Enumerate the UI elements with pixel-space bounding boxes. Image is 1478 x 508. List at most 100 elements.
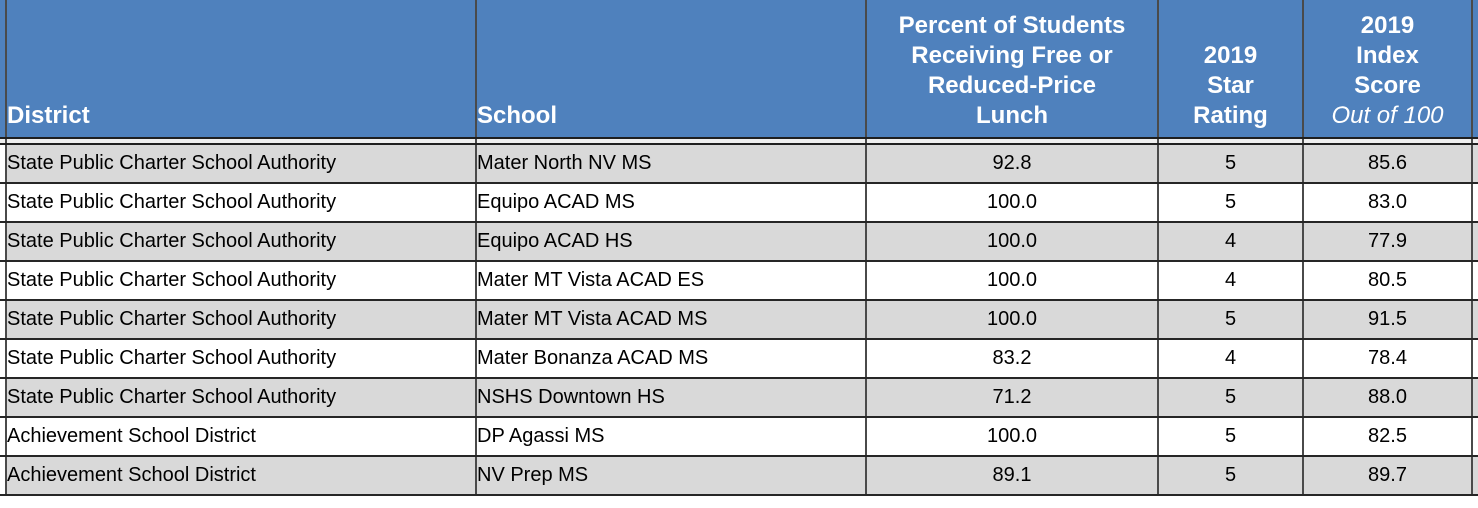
cell-percent-frl: 71.2 [865,378,1158,418]
cell-school: Mater MT Vista ACAD MS [475,300,866,340]
cropped-edge-right [1471,417,1478,457]
cropped-edge-right [1471,144,1478,184]
cell-school: Equipo ACAD MS [475,183,866,223]
table-row: State Public Charter School Authority Eq… [0,222,1478,262]
table-header-row: District School Percent of Students Rece… [0,0,1478,139]
cell-school: Mater North NV MS [475,144,866,184]
cropped-edge-left [0,144,6,184]
cell-district: Achievement School District [5,417,476,457]
cell-star-rating: 5 [1157,183,1303,223]
header-index-line2: Index [1356,42,1419,69]
cropped-edge-right [1471,456,1478,496]
table-row: State Public Charter School Authority Ma… [0,339,1478,379]
cropped-edge-right [1471,378,1478,418]
header-percent-line1: Percent of Students [898,12,1126,39]
cell-index-score: 82.5 [1302,417,1472,457]
cell-index-score: 83.0 [1302,183,1472,223]
separator-cell [475,138,866,145]
cropped-edge-left [0,378,6,418]
cropped-edge-left [0,183,6,223]
separator-cell [5,138,476,145]
cell-index-score: 80.5 [1302,261,1472,301]
cell-school: NSHS Downtown HS [475,378,866,418]
separator-cell [1471,138,1478,145]
cell-percent-frl: 92.8 [865,144,1158,184]
cell-school: Mater Bonanza ACAD MS [475,339,866,379]
cell-school: NV Prep MS [475,456,866,496]
header-star-line1: 2019 [1203,42,1258,69]
cell-star-rating: 5 [1157,417,1303,457]
cell-star-rating: 4 [1157,261,1303,301]
separator-cell [865,138,1158,145]
table-row: State Public Charter School Authority Ma… [0,300,1478,340]
header-percent-line2: Receiving Free or [911,42,1113,69]
table-row: State Public Charter School Authority Eq… [0,183,1478,223]
header-index-line1: 2019 [1360,12,1415,39]
cell-star-rating: 5 [1157,456,1303,496]
cropped-edge-left [0,222,6,262]
cell-percent-frl: 100.0 [865,300,1158,340]
cell-school: Equipo ACAD HS [475,222,866,262]
cell-star-rating: 5 [1157,378,1303,418]
cropped-edge-left [0,456,6,496]
school-ratings-table: District School Percent of Students Rece… [0,0,1478,496]
separator-cell [1302,138,1472,145]
header-index-line3: Score [1354,72,1421,99]
cell-index-score: 78.4 [1302,339,1472,379]
cell-percent-frl: 100.0 [865,417,1158,457]
cropped-edge-right [1471,0,1478,139]
cropped-edge-right [1471,261,1478,301]
cell-district: State Public Charter School Authority [5,339,476,379]
table-row: State Public Charter School Authority NS… [0,378,1478,418]
cell-percent-frl: 89.1 [865,456,1158,496]
cell-index-score: 89.7 [1302,456,1472,496]
header-percent-line3: Reduced-Price [927,72,1097,99]
header-star-line3: Rating [1193,102,1268,129]
cropped-edge-left [0,261,6,301]
cell-district: State Public Charter School Authority [5,261,476,301]
cell-index-score: 88.0 [1302,378,1472,418]
cell-percent-frl: 100.0 [865,261,1158,301]
header-district: District [5,0,476,139]
cell-index-score: 91.5 [1302,300,1472,340]
cell-star-rating: 5 [1157,144,1303,184]
cell-index-score: 77.9 [1302,222,1472,262]
cell-index-score: 85.6 [1302,144,1472,184]
header-index-score: 2019 Index Score Out of 100 [1302,0,1472,139]
cropped-edge-left [0,339,6,379]
table-row: State Public Charter School Authority Ma… [0,261,1478,301]
header-separator [0,138,1478,145]
cell-district: State Public Charter School Authority [5,222,476,262]
header-star-rating: 2019 Star Rating [1157,0,1303,139]
separator-cell [1157,138,1303,145]
cell-school: Mater MT Vista ACAD ES [475,261,866,301]
cell-district: State Public Charter School Authority [5,378,476,418]
header-star-line2: Star [1207,72,1254,99]
cell-percent-frl: 100.0 [865,222,1158,262]
separator-cell [0,138,6,145]
header-index-subtitle: Out of 100 [1331,102,1444,129]
cropped-edge-left [0,300,6,340]
cropped-edge-right [1471,300,1478,340]
cropped-edge-right [1471,222,1478,262]
cropped-edge-left [0,0,6,139]
header-percent-line4: Lunch [976,102,1048,129]
cropped-edge-right [1471,183,1478,223]
table-row: State Public Charter School Authority Ma… [0,144,1478,184]
cropped-edge-left [0,417,6,457]
cell-district: State Public Charter School Authority [5,183,476,223]
cell-district: State Public Charter School Authority [5,144,476,184]
cell-district: Achievement School District [5,456,476,496]
cell-star-rating: 4 [1157,339,1303,379]
header-school: School [475,0,866,139]
header-percent-frl: Percent of Students Receiving Free or Re… [865,0,1158,139]
cell-star-rating: 4 [1157,222,1303,262]
table-row: Achievement School District NV Prep MS 8… [0,456,1478,496]
cropped-edge-right [1471,339,1478,379]
cell-school: DP Agassi MS [475,417,866,457]
table-row: Achievement School District DP Agassi MS… [0,417,1478,457]
cell-percent-frl: 100.0 [865,183,1158,223]
header-district-label: District [7,102,90,129]
cell-star-rating: 5 [1157,300,1303,340]
header-school-label: School [477,102,558,129]
